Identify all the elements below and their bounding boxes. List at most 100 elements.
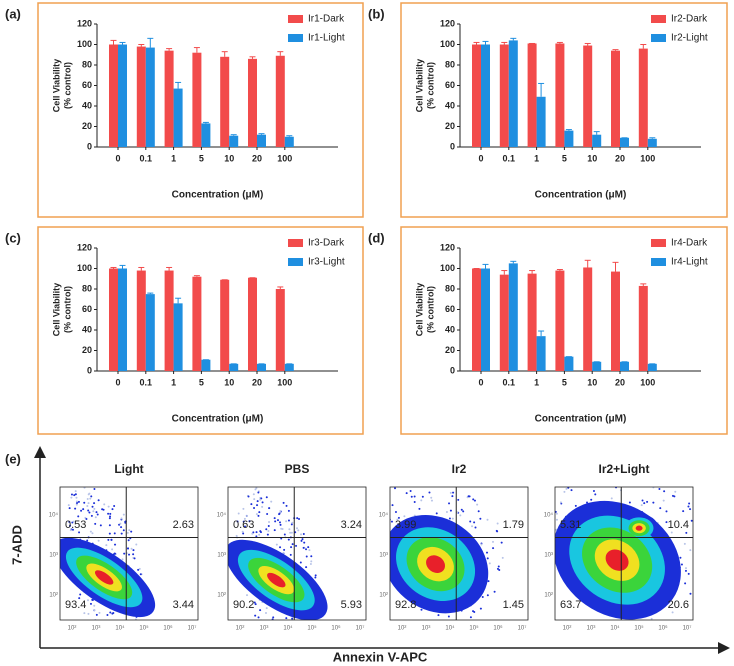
density-dot bbox=[449, 509, 452, 512]
density-dot bbox=[285, 520, 288, 523]
density-dot bbox=[413, 477, 415, 479]
density-dot bbox=[97, 539, 100, 542]
density-dot bbox=[110, 644, 112, 646]
error-bar bbox=[202, 121, 209, 124]
density-dot bbox=[617, 638, 619, 640]
density-dot bbox=[86, 505, 89, 508]
density-dot bbox=[385, 496, 387, 498]
density-dot bbox=[93, 604, 96, 607]
error-bar bbox=[119, 41, 126, 45]
density-dot bbox=[413, 495, 416, 498]
x-tick-label: 10⁵ bbox=[634, 625, 644, 632]
density-dot bbox=[98, 632, 100, 634]
quadrant-value: 10.4 bbox=[668, 519, 689, 531]
x-tick-label: 1 bbox=[171, 153, 176, 163]
bar bbox=[220, 279, 230, 371]
density-dot bbox=[590, 498, 593, 501]
density-dot bbox=[541, 464, 543, 466]
density-dot bbox=[568, 443, 570, 445]
y-tick-label: 10³ bbox=[544, 553, 553, 559]
x-tick-label: 10 bbox=[587, 377, 597, 387]
density-dot bbox=[568, 458, 570, 460]
density-dot bbox=[396, 518, 399, 521]
density-dot bbox=[384, 559, 386, 561]
error-bar bbox=[538, 82, 545, 97]
error-bar bbox=[193, 275, 200, 277]
x-tick-label: 10² bbox=[398, 626, 407, 632]
density-dot bbox=[366, 479, 368, 481]
density-dot bbox=[416, 474, 418, 476]
density-dot bbox=[387, 480, 389, 482]
quadrant-value: 20.6 bbox=[668, 599, 689, 611]
density-dot bbox=[687, 572, 690, 575]
bar bbox=[555, 270, 565, 371]
density-dot bbox=[83, 612, 86, 615]
density-dot bbox=[130, 547, 133, 550]
y-tick-label: 40 bbox=[82, 324, 92, 334]
density-dot bbox=[492, 547, 495, 550]
y-tick-label: 0 bbox=[87, 141, 92, 151]
density-dot bbox=[302, 546, 305, 549]
density-dot bbox=[690, 519, 693, 522]
bar bbox=[145, 47, 155, 148]
density-dot bbox=[257, 616, 260, 619]
density-dot bbox=[113, 654, 115, 656]
density-dot bbox=[113, 532, 116, 535]
density-dot bbox=[279, 509, 282, 512]
density-dot bbox=[98, 611, 101, 614]
density-dot bbox=[90, 514, 93, 517]
density-dot bbox=[83, 487, 86, 489]
legend-swatch bbox=[651, 34, 666, 42]
bar bbox=[248, 58, 257, 147]
density-dot bbox=[291, 521, 294, 524]
density-dot bbox=[308, 549, 311, 552]
density-dot bbox=[279, 546, 282, 549]
density-dot bbox=[77, 500, 80, 503]
bar bbox=[192, 276, 202, 371]
quadrant-value: 93.4 bbox=[65, 599, 86, 611]
x-tick-label: 0 bbox=[115, 153, 120, 163]
density-dot bbox=[562, 452, 564, 454]
legend-label: Ir3-Light bbox=[308, 257, 345, 268]
x-tick-label: 1 bbox=[171, 377, 176, 387]
density-dot bbox=[128, 529, 131, 532]
density-dot bbox=[120, 526, 123, 529]
density-dot bbox=[266, 533, 269, 536]
density-dot bbox=[486, 594, 489, 597]
density-dot bbox=[291, 617, 294, 620]
density-dot bbox=[302, 532, 305, 535]
density-dot bbox=[281, 656, 283, 658]
density-dot bbox=[491, 540, 494, 543]
x-tick-label: 10⁵ bbox=[307, 625, 317, 632]
error-bar bbox=[556, 269, 563, 271]
density-dot bbox=[376, 507, 378, 509]
density-dot bbox=[314, 574, 317, 577]
y-tick-label: 10⁴ bbox=[49, 512, 59, 519]
y-tick-label: 20 bbox=[82, 121, 92, 131]
density-plot bbox=[366, 474, 504, 620]
density-dot bbox=[547, 444, 549, 446]
density-dot bbox=[114, 651, 116, 653]
density-dot bbox=[290, 546, 293, 549]
density-dot bbox=[688, 502, 691, 505]
x-tick-label: 100 bbox=[640, 153, 655, 163]
bar bbox=[499, 44, 509, 147]
density-dot bbox=[474, 526, 477, 529]
density-dot bbox=[128, 553, 131, 556]
density-dot bbox=[118, 635, 120, 637]
density-dot bbox=[69, 529, 72, 532]
density-dot bbox=[367, 495, 369, 497]
density-dot bbox=[480, 543, 483, 546]
density-dot bbox=[610, 483, 612, 485]
legend-swatch bbox=[288, 258, 303, 266]
density-level bbox=[426, 555, 446, 573]
density-dot bbox=[390, 520, 393, 523]
x-axis-title: Concentration (μM) bbox=[172, 190, 264, 201]
legend-label: Ir2-Dark bbox=[671, 14, 708, 25]
y-tick-label: 80 bbox=[445, 283, 455, 293]
density-dot bbox=[138, 567, 141, 570]
density-dot bbox=[94, 522, 97, 525]
x-axis-title: Concentration (μM) bbox=[535, 414, 627, 425]
flow-panel-title: Ir2 bbox=[452, 462, 467, 476]
density-dot bbox=[488, 562, 491, 565]
